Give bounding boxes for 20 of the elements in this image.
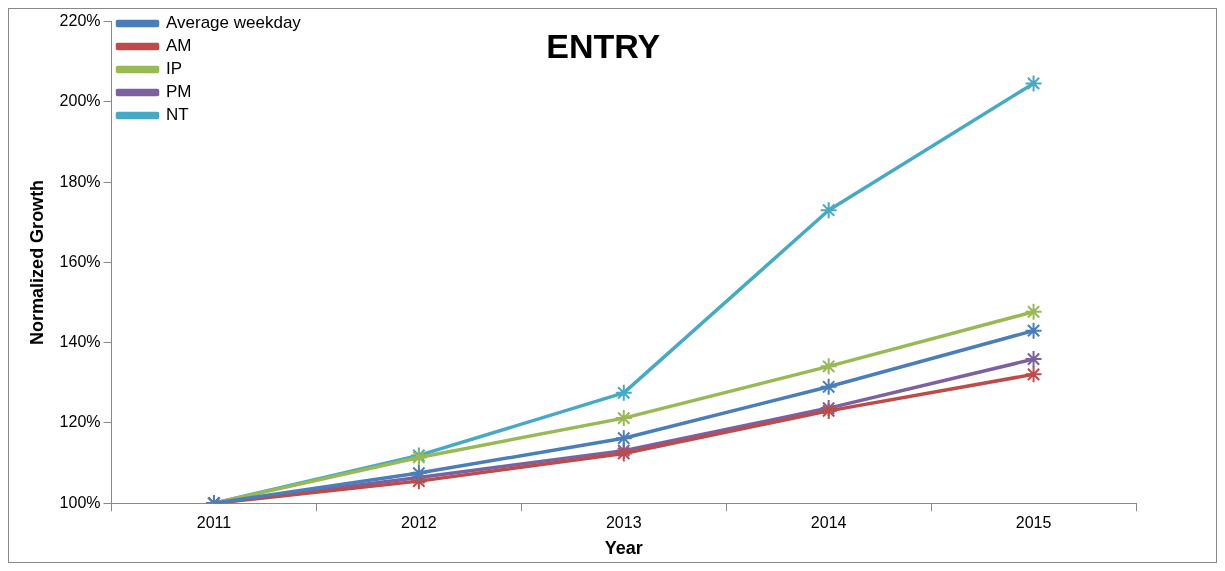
- y-tick-label: 200%: [59, 92, 101, 110]
- y-tick-label: 220%: [59, 12, 101, 30]
- legend-label: IP: [166, 59, 183, 79]
- legend-label: PM: [166, 82, 192, 102]
- x-tick-label: 2013: [605, 514, 642, 532]
- chart-title: ENTRY: [546, 26, 661, 65]
- x-tick-label: 2014: [810, 514, 847, 532]
- legend-label: Average weekday: [166, 13, 302, 33]
- y-axis-title: Normalized Growth: [26, 179, 47, 345]
- x-axis-title: Year: [604, 538, 643, 559]
- y-tick-label: 160%: [59, 252, 101, 270]
- x-tick-label: 2012: [401, 514, 437, 532]
- legend-label: NT: [166, 105, 189, 125]
- x-tick-label: 2011: [196, 514, 232, 532]
- y-tick-label: 120%: [59, 413, 101, 431]
- y-tick-label: 140%: [59, 333, 101, 351]
- y-tick-label: 100%: [59, 493, 101, 511]
- x-tick-label: 2015: [1015, 514, 1052, 532]
- legend-label: AM: [166, 36, 192, 56]
- y-tick-label: 180%: [59, 172, 101, 190]
